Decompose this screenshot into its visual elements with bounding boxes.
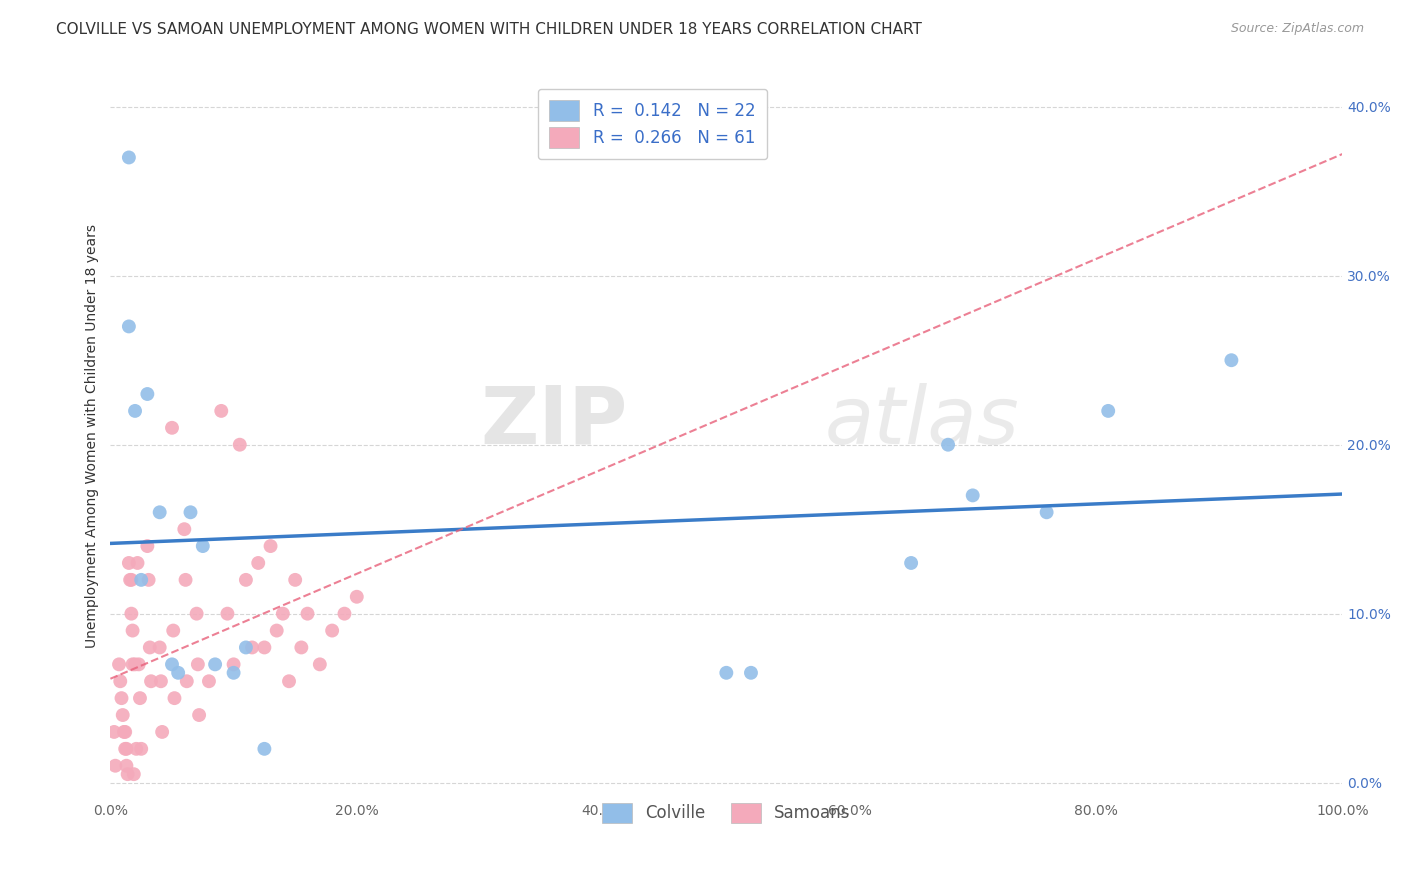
Point [167, 665, 190, 680]
Point [740, 665, 762, 680]
Point [122, 767, 145, 781]
Point [1097, 404, 1119, 418]
Point [149, 640, 172, 655]
Point [128, 657, 150, 672]
Point [111, 708, 134, 723]
Point [136, 539, 159, 553]
Point [716, 665, 738, 680]
Point [115, 741, 138, 756]
Point [240, 640, 263, 655]
Point [188, 708, 211, 723]
Point [297, 607, 319, 621]
Point [333, 607, 356, 621]
Point [346, 590, 368, 604]
Point [222, 657, 245, 672]
Point [229, 438, 252, 452]
Point [160, 421, 183, 435]
Point [191, 539, 214, 553]
Point [179, 505, 201, 519]
Point [217, 607, 239, 621]
Point [108, 657, 131, 672]
Point [136, 387, 159, 401]
Point [104, 758, 127, 772]
Point [271, 607, 294, 621]
Point [129, 741, 152, 756]
Point [110, 674, 132, 689]
Point [222, 665, 245, 680]
Point [247, 556, 270, 570]
Point [115, 758, 138, 772]
Point [149, 505, 172, 519]
Point [187, 657, 209, 672]
Point [120, 607, 142, 621]
Point [321, 624, 343, 638]
Point [120, 573, 142, 587]
Point [900, 556, 922, 570]
Point [1220, 353, 1243, 368]
Point [120, 573, 142, 587]
Point [266, 624, 288, 638]
Point [235, 640, 257, 655]
Point [139, 640, 162, 655]
Point [124, 657, 146, 672]
Point [149, 674, 172, 689]
Point [253, 640, 276, 655]
Point [112, 725, 135, 739]
Point [160, 657, 183, 672]
Point [204, 657, 226, 672]
Point [124, 404, 146, 418]
Point [121, 657, 143, 672]
Point [198, 674, 221, 689]
Point [308, 657, 330, 672]
Text: Source: ZipAtlas.com: Source: ZipAtlas.com [1230, 22, 1364, 36]
Text: COLVILLE VS SAMOAN UNEMPLOYMENT AMONG WOMEN WITH CHILDREN UNDER 18 YEARS CORRELA: COLVILLE VS SAMOAN UNEMPLOYMENT AMONG WO… [56, 22, 922, 37]
Point [125, 741, 148, 756]
Text: ZIP: ZIP [481, 383, 628, 461]
Point [162, 624, 184, 638]
Point [176, 674, 198, 689]
Point [118, 556, 141, 570]
Point [114, 725, 136, 739]
Point [118, 319, 141, 334]
Point [186, 607, 208, 621]
Point [129, 691, 152, 706]
Point [936, 438, 959, 452]
Y-axis label: Unemployment Among Women with Children Under 18 years: Unemployment Among Women with Children U… [86, 224, 100, 648]
Point [121, 624, 143, 638]
Point [150, 725, 173, 739]
Point [139, 674, 162, 689]
Text: atlas: atlas [825, 383, 1019, 461]
Legend: Colville, Samoans: Colville, Samoans [591, 791, 862, 835]
Point [114, 741, 136, 756]
Point [110, 691, 132, 706]
Point [118, 151, 141, 165]
Point [138, 573, 160, 587]
Point [103, 725, 125, 739]
Point [259, 539, 281, 553]
Point [290, 640, 312, 655]
Point [209, 404, 232, 418]
Point [253, 741, 276, 756]
Point [163, 691, 186, 706]
Point [278, 674, 301, 689]
Point [284, 573, 307, 587]
Point [117, 767, 139, 781]
Point [127, 556, 149, 570]
Point [173, 522, 195, 536]
Point [174, 573, 197, 587]
Point [962, 488, 984, 502]
Point [129, 573, 152, 587]
Point [1035, 505, 1057, 519]
Point [235, 573, 257, 587]
